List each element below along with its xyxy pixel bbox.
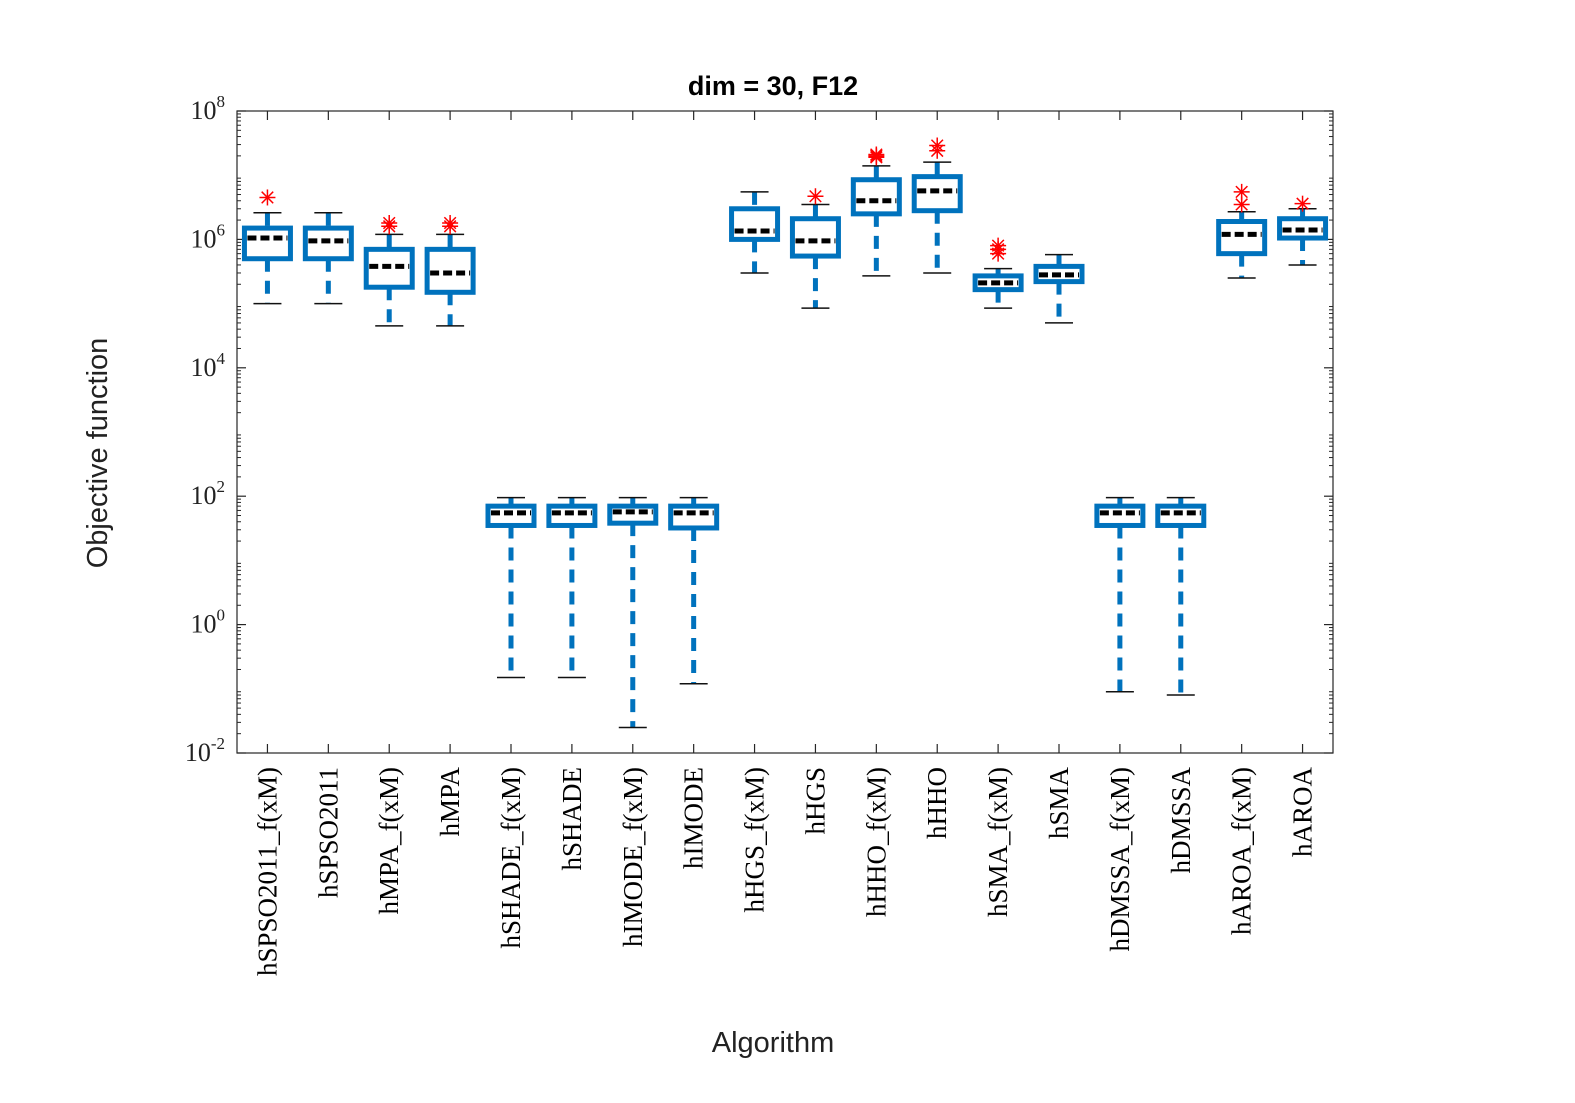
y-tick-label: 108 (191, 92, 226, 125)
box-rect (546, 503, 598, 528)
box-14 (1033, 111, 1085, 753)
box-rect (668, 503, 720, 531)
x-tick-label: hHGS_f(xM) (740, 767, 770, 913)
y-tick-label: 10-2 (185, 734, 225, 767)
box-7 (607, 111, 659, 753)
box-18 (1277, 111, 1329, 753)
x-tick-label: hMPA_f(xM) (374, 767, 404, 915)
x-tick-label: hSHADE_f(xM) (496, 767, 526, 949)
outlier-point (442, 215, 459, 232)
chart-title: dim = 30, F12 (688, 71, 858, 101)
x-tick-label: hMPA (435, 767, 465, 837)
x-tick-label: hAROA (1288, 767, 1318, 858)
box-10 (789, 111, 841, 753)
outlier-point (1294, 195, 1311, 212)
outlier-point (990, 237, 1007, 254)
x-tick-label: hAROA_f(xM) (1227, 767, 1257, 935)
y-tick-label: 106 (191, 220, 226, 253)
box-rect (1033, 263, 1085, 285)
outlier-point (807, 188, 824, 205)
box-rect (485, 503, 537, 528)
box-rect (972, 273, 1024, 293)
outlier-point (868, 146, 885, 163)
x-tick-label: hSMA_f(xM) (983, 767, 1013, 917)
axes-frame (236, 110, 1334, 754)
box-rect (850, 177, 902, 217)
box-15 (1094, 111, 1146, 753)
box-17 (1216, 111, 1268, 753)
plot-area (241, 111, 1329, 753)
x-tick-label: hIMODE (679, 767, 709, 869)
box-9 (729, 111, 781, 753)
outlier-point (1233, 183, 1250, 200)
x-tick-label: hSPSO2011_f(xM) (252, 767, 282, 976)
box-8 (668, 111, 720, 753)
box-1 (241, 111, 293, 753)
box-rect (424, 246, 476, 295)
box-rect (911, 174, 963, 214)
x-tick-label: hHGS (800, 767, 830, 835)
box-rect (363, 246, 415, 290)
y-tick-labels: 10-2 100 102 104 106 108 (185, 92, 226, 767)
y-tick-label: 102 (191, 477, 226, 510)
x-tick-label: hSMA (1044, 767, 1074, 840)
box-2 (302, 111, 354, 753)
box-3 (363, 111, 415, 753)
outlier-point (381, 215, 398, 232)
box-rect (1094, 503, 1146, 528)
box-11 (850, 111, 902, 753)
box-6 (546, 111, 598, 753)
x-axis-label: Algorithm (712, 1027, 835, 1059)
box-16 (1155, 111, 1207, 753)
x-tick-label: hDMSSA_f(xM) (1105, 767, 1135, 952)
box-rect (789, 216, 841, 259)
box-rect (241, 225, 293, 262)
box-rect (1155, 503, 1207, 528)
box-rect (1277, 216, 1329, 241)
box-4 (424, 111, 476, 753)
box-13 (972, 111, 1024, 753)
outlier-point (259, 189, 276, 206)
y-axis-label: Objective function (82, 338, 114, 569)
box-rect (729, 206, 781, 242)
box-rect (302, 225, 354, 262)
box-rect (607, 503, 659, 526)
y-tick-label: 104 (191, 349, 226, 382)
x-tick-labels: hSPSO2011_f(xM) hSPSO2011 hMPA_f(xM) hMPA hS… (252, 767, 1317, 977)
box-rect (1216, 219, 1268, 257)
x-tick-label: hSHADE (557, 767, 587, 871)
y-tick-label: 100 (191, 606, 226, 639)
box-5 (485, 111, 537, 753)
x-tick-label: hHHO (922, 767, 952, 839)
x-tick-label: hDMSSA (1166, 767, 1196, 874)
outlier-point (929, 137, 946, 154)
box-12 (911, 111, 963, 753)
x-tick-label: hSPSO2011 (313, 767, 343, 898)
x-tick-label: hHHO_f(xM) (861, 767, 891, 917)
x-tick-label: hIMODE_f(xM) (618, 767, 648, 947)
